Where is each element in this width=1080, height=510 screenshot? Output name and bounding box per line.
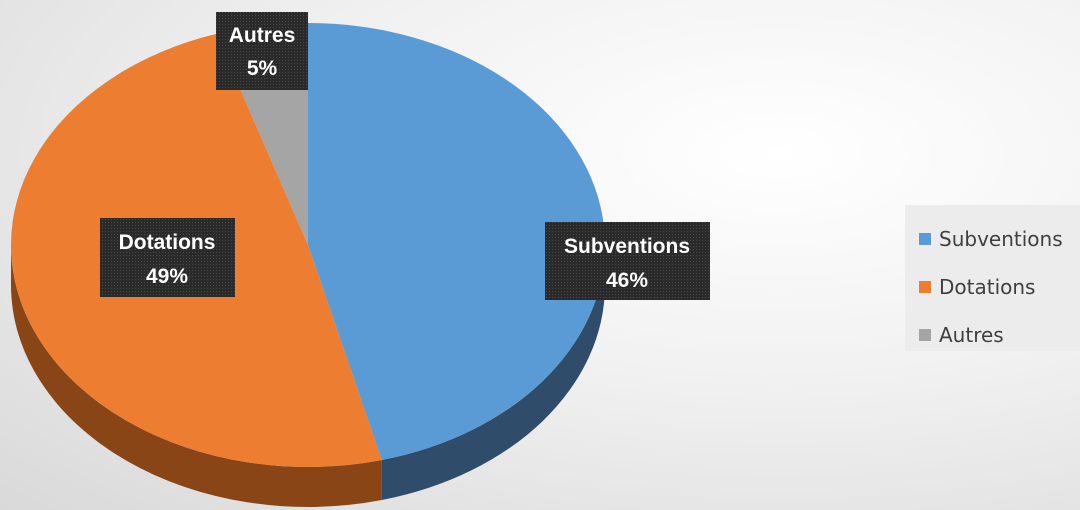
data-label-dotations: Dotations 49% [100,218,235,297]
data-label-box [545,222,710,300]
data-label-subventions: Subventions 46% [545,222,710,300]
legend-swatch [919,233,931,245]
data-label-percent: 49% [146,265,188,288]
data-label-name: Autres [229,24,296,47]
data-label-name: Dotations [119,231,216,254]
data-label-name: Subventions [564,235,690,258]
pie-side-subventions [381,245,605,501]
legend-label: Dotations [939,275,1036,299]
legend-item-autres: Autres [919,311,1080,359]
data-label-box [100,218,235,297]
legend: Subventions Dotations Autres [905,205,1080,351]
legend-swatch [919,329,931,341]
legend-swatch [919,281,931,293]
pie-side-dotations [11,245,382,507]
pie-slice-subventions [308,23,605,461]
legend-item-subventions: Subventions [919,215,1080,263]
data-label-percent: 46% [606,269,648,292]
legend-label: Subventions [939,227,1063,251]
data-label-box [216,12,308,90]
legend-label: Autres [939,323,1004,347]
legend-item-dotations: Dotations [919,263,1080,311]
data-label-autres: Autres 5% [216,12,308,90]
pie-sides [11,245,605,507]
data-label-percent: 5% [247,57,278,80]
